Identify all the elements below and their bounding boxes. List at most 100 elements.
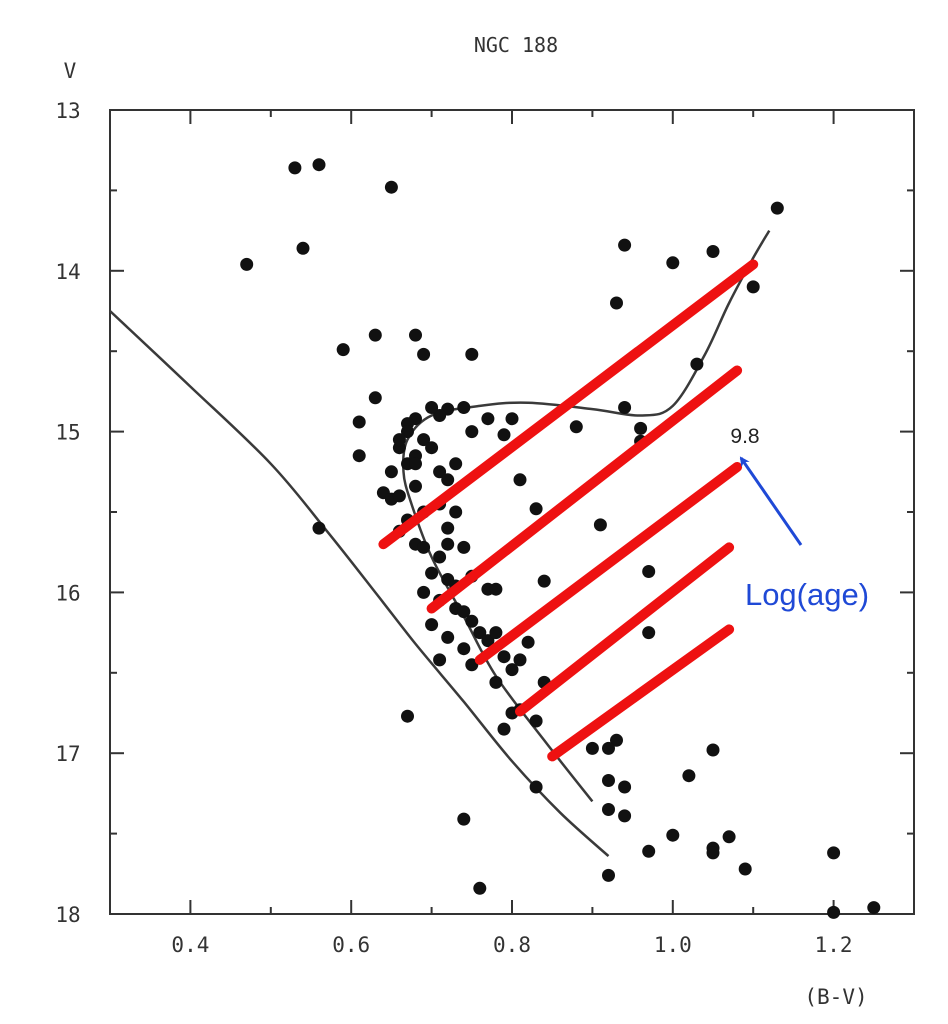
- age-lines: [378, 259, 759, 762]
- star-point: [352, 415, 366, 429]
- star-point: [481, 634, 495, 648]
- star-point: [569, 420, 583, 434]
- star-point: [642, 626, 656, 640]
- star-point: [409, 479, 422, 493]
- star-point: [497, 650, 511, 664]
- star-point: [449, 457, 463, 471]
- star-point: [738, 862, 752, 876]
- star-point: [666, 828, 680, 842]
- star-point: [529, 502, 543, 516]
- star-point: [602, 741, 615, 755]
- star-point: [602, 868, 615, 882]
- star-point: [433, 550, 447, 564]
- star-point: [457, 605, 471, 619]
- star-point: [457, 812, 471, 826]
- star-point: [618, 238, 632, 252]
- star-point: [529, 714, 543, 728]
- star-points: [240, 158, 881, 919]
- x-tick-label: 0.8: [493, 933, 531, 957]
- x-tick-label: 1.2: [815, 933, 853, 957]
- star-point: [513, 473, 527, 487]
- star-point: [352, 449, 366, 463]
- log-age-label: Log(age): [745, 577, 869, 612]
- y-tick-label: 16: [55, 581, 80, 605]
- star-point: [473, 881, 487, 895]
- star-point: [618, 809, 632, 823]
- star-point: [521, 635, 535, 649]
- star-point: [401, 709, 414, 723]
- star-point: [433, 465, 447, 479]
- star-point: [433, 653, 447, 667]
- star-point: [312, 158, 326, 172]
- y-axis-ticks: 13 14 15 16 17 18: [55, 99, 914, 927]
- y-tick-label: 15: [55, 421, 80, 445]
- star-point: [433, 409, 447, 422]
- x-tick-label: 0.6: [332, 933, 370, 957]
- age-line: [426, 365, 743, 614]
- age-line: [515, 542, 735, 717]
- star-point: [497, 722, 511, 736]
- y-tick-label: 18: [55, 903, 80, 927]
- x-axis-ticks: 0.4 0.6 0.8 1.0 1.2: [109, 110, 915, 957]
- star-point: [481, 412, 495, 426]
- star-point: [827, 905, 841, 919]
- star-point: [513, 653, 527, 667]
- star-point: [392, 433, 406, 447]
- star-point: [602, 774, 615, 787]
- star-point: [441, 537, 455, 551]
- star-point: [312, 521, 326, 535]
- star-point: [392, 489, 406, 503]
- star-point: [585, 741, 599, 755]
- star-point: [706, 245, 720, 258]
- star-point: [827, 846, 841, 860]
- x-tick-label: 1.0: [654, 933, 692, 957]
- star-point: [610, 733, 623, 747]
- star-point: [409, 328, 422, 342]
- y-tick-label: 14: [55, 260, 80, 284]
- star-point: [240, 257, 254, 271]
- main_sequence_isochrone: [109, 310, 610, 858]
- y-axis-label: V: [64, 59, 77, 83]
- star-point: [425, 441, 439, 455]
- star-point: [465, 658, 479, 672]
- star-point: [602, 803, 615, 816]
- star-point: [505, 412, 519, 426]
- age-line: [378, 259, 759, 550]
- x-axis-label: (B-V): [804, 985, 867, 1009]
- star-point: [441, 521, 455, 535]
- log-age-arrow: [739, 456, 803, 546]
- star-point: [457, 540, 471, 554]
- star-point: [489, 675, 503, 689]
- star-point: [529, 780, 543, 794]
- star-point: [409, 457, 422, 471]
- age-value-label: 9.8: [730, 425, 759, 448]
- star-point: [465, 425, 479, 439]
- star-point: [682, 769, 696, 783]
- star-point: [417, 433, 431, 447]
- star-point: [473, 626, 487, 640]
- star-point: [618, 401, 632, 414]
- star-point: [449, 505, 463, 519]
- star-point: [457, 401, 471, 414]
- star-point: [642, 844, 656, 858]
- star-point: [497, 428, 511, 442]
- star-point: [417, 585, 431, 599]
- star-point: [505, 663, 519, 677]
- star-point: [401, 425, 414, 439]
- star-point: [465, 347, 479, 361]
- star-point: [296, 241, 310, 255]
- star-point: [505, 706, 519, 720]
- star-point: [593, 518, 607, 532]
- star-point: [666, 256, 680, 270]
- star-point: [867, 901, 881, 915]
- star-point: [441, 473, 455, 487]
- star-point: [417, 347, 431, 361]
- chart-title: NGC 188: [474, 33, 558, 57]
- star-point: [465, 614, 479, 628]
- star-point: [634, 421, 648, 435]
- star-point: [706, 846, 720, 860]
- star-point: [425, 401, 439, 414]
- star-point: [746, 280, 760, 294]
- star-point: [425, 618, 439, 632]
